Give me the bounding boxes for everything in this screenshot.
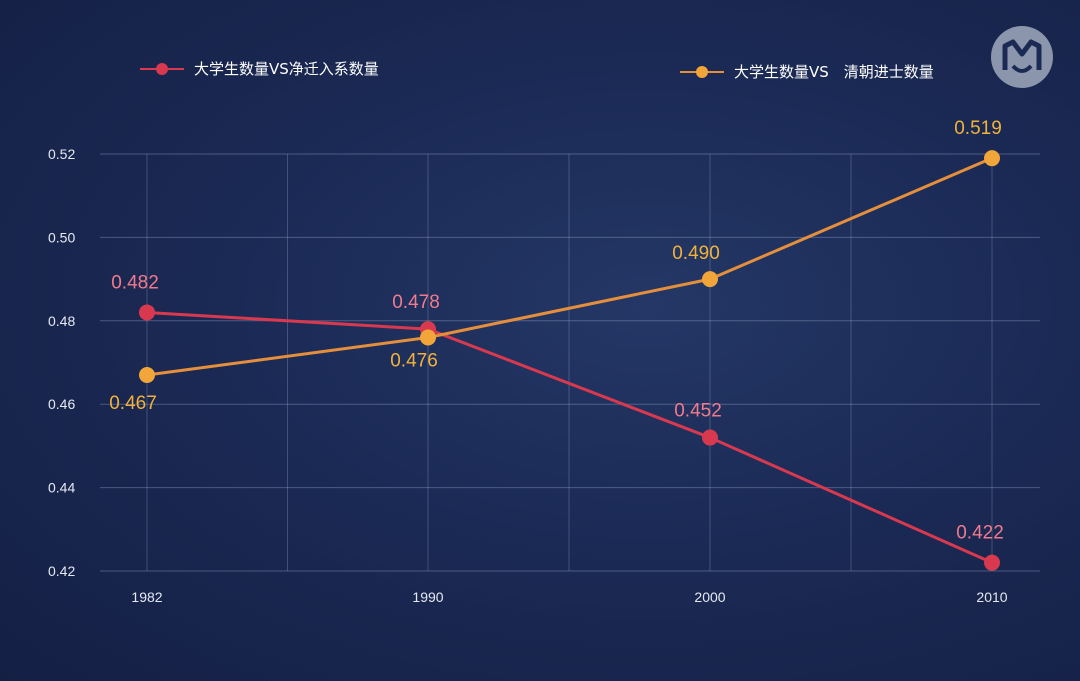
legend-label-series-2: 大学生数量VS 清朝进士数量 bbox=[734, 63, 934, 81]
legend-item-series-2[interactable]: 大学生数量VS 清朝进士数量 bbox=[680, 61, 934, 82]
y-tick-label: 0.52 bbox=[48, 146, 75, 162]
data-point bbox=[702, 271, 718, 288]
data-point bbox=[702, 429, 718, 446]
y-tick-label: 0.46 bbox=[48, 396, 75, 412]
data-point bbox=[984, 554, 1000, 571]
series-line-2 bbox=[146, 156, 993, 377]
data-label: 0.452 bbox=[674, 401, 722, 422]
data-point bbox=[420, 329, 436, 346]
data-point bbox=[139, 304, 155, 321]
data-label: 0.478 bbox=[392, 292, 440, 313]
data-point bbox=[139, 367, 155, 384]
data-label: 0.519 bbox=[954, 118, 1002, 139]
x-tick-label: 1982 bbox=[131, 589, 162, 605]
y-tick-label: 0.50 bbox=[48, 229, 75, 245]
y-tick-label: 0.44 bbox=[48, 480, 75, 496]
y-tick-label: 0.48 bbox=[48, 313, 75, 329]
data-label: 0.467 bbox=[109, 393, 157, 414]
data-point bbox=[984, 150, 1000, 167]
data-label: 0.476 bbox=[390, 350, 438, 371]
legend-swatch-series-1 bbox=[140, 62, 184, 76]
data-label: 0.422 bbox=[956, 523, 1004, 544]
series-line-1 bbox=[146, 310, 993, 565]
legend-item-series-1[interactable]: 大学生数量VS净迁入系数量 bbox=[140, 58, 379, 79]
legend-label-series-1: 大学生数量VS净迁入系数量 bbox=[194, 60, 379, 78]
x-tick-label: 2000 bbox=[694, 589, 725, 605]
x-tick-label: 2010 bbox=[976, 589, 1007, 605]
x-tick-label: 1990 bbox=[412, 589, 443, 605]
data-label: 0.490 bbox=[672, 243, 720, 264]
y-tick-label: 0.42 bbox=[48, 563, 75, 579]
data-label: 0.482 bbox=[111, 272, 159, 293]
mg-logo-icon bbox=[991, 26, 1053, 88]
legend-swatch-series-2 bbox=[680, 65, 724, 79]
